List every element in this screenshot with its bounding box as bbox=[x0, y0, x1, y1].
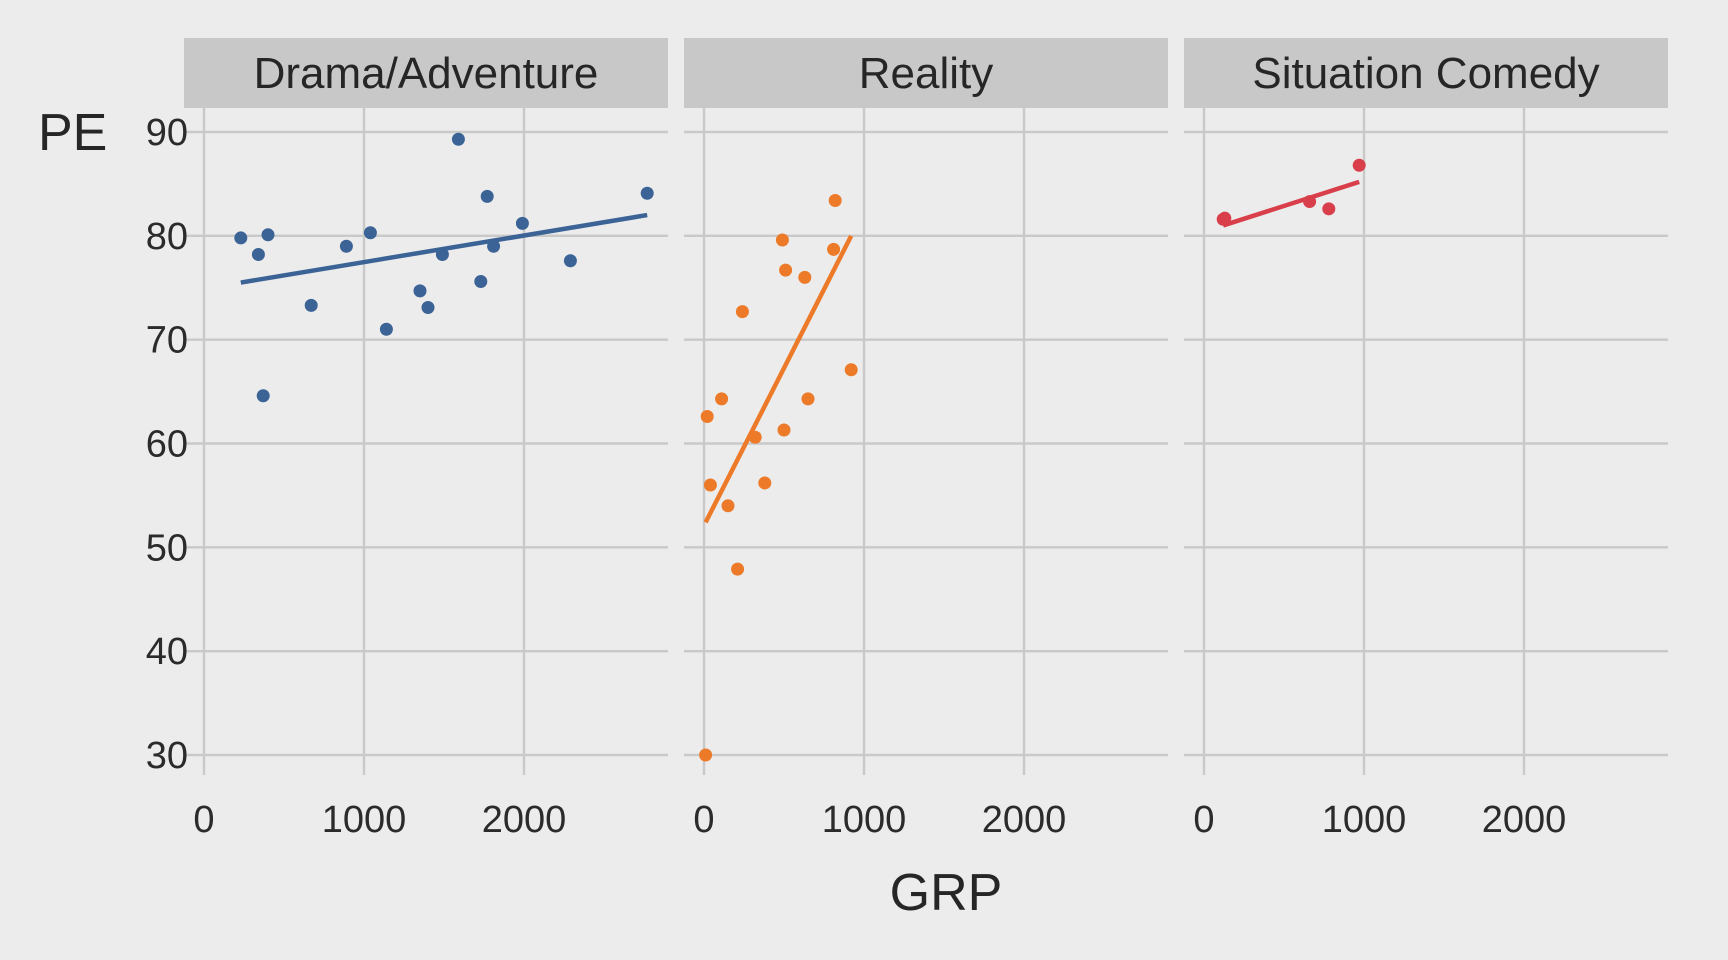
data-point-0-12 bbox=[474, 275, 488, 289]
x-axis-title: GRP bbox=[890, 864, 1003, 922]
facet-strip-1 bbox=[684, 38, 1168, 108]
data-point-0-10 bbox=[435, 248, 449, 262]
facet-strip-2 bbox=[1184, 38, 1668, 108]
facet-strip-0 bbox=[184, 38, 668, 108]
data-point-0-1 bbox=[251, 248, 265, 262]
data-point-1-9 bbox=[775, 233, 789, 247]
x-tick-label-2-1: 1000 bbox=[1322, 799, 1407, 841]
data-point-1-11 bbox=[779, 263, 793, 277]
data-point-0-9 bbox=[421, 300, 435, 314]
data-point-0-8 bbox=[413, 284, 427, 298]
data-point-2-1 bbox=[1218, 211, 1232, 225]
data-point-1-12 bbox=[798, 270, 812, 284]
x-tick-label-2-2: 2000 bbox=[1482, 799, 1567, 841]
data-point-1-5 bbox=[731, 562, 745, 576]
facet-strip-label-2: Situation Comedy bbox=[1252, 49, 1599, 98]
data-point-1-3 bbox=[715, 392, 729, 406]
x-tick-label-2-0: 0 bbox=[1193, 799, 1214, 841]
y-tick-label-2: 50 bbox=[146, 527, 188, 569]
data-point-1-0 bbox=[699, 748, 713, 762]
data-point-1-10 bbox=[777, 423, 791, 437]
data-point-0-6 bbox=[363, 226, 377, 240]
y-tick-label-4: 70 bbox=[146, 320, 188, 362]
y-tick-label-3: 60 bbox=[146, 424, 188, 466]
fit-line-2 bbox=[1222, 179, 1360, 228]
y-axis-title: PE bbox=[38, 104, 107, 162]
data-point-0-7 bbox=[379, 322, 393, 336]
facet-panel-1: Reality 0 1000 2000 bbox=[684, 38, 1168, 841]
data-point-1-14 bbox=[827, 242, 841, 256]
y-tick-label-1: 40 bbox=[146, 631, 188, 673]
data-point-0-3 bbox=[261, 228, 275, 242]
facet-strip-label-0: Drama/Adventure bbox=[254, 49, 599, 98]
data-point-0-11 bbox=[451, 132, 465, 146]
facet-panel-2: Situation Comedy 0 1000 2000 bbox=[1184, 38, 1668, 841]
data-point-0-0 bbox=[234, 231, 248, 245]
data-point-0-14 bbox=[487, 239, 501, 253]
fit-line-1 bbox=[703, 234, 854, 524]
x-tick-label-0-2: 2000 bbox=[482, 799, 567, 841]
data-point-1-2 bbox=[703, 478, 717, 492]
data-point-1-15 bbox=[828, 194, 842, 208]
data-point-2-4 bbox=[1352, 158, 1366, 172]
data-point-2-2 bbox=[1303, 195, 1317, 209]
x-tick-label-1-0: 0 bbox=[693, 799, 714, 841]
data-point-0-2 bbox=[256, 389, 270, 403]
y-tick-label-0: 30 bbox=[146, 735, 188, 777]
y-tick-label-6: 90 bbox=[146, 112, 188, 154]
data-point-0-17 bbox=[640, 186, 654, 200]
data-point-1-16 bbox=[844, 363, 858, 377]
x-tick-label-0-0: 0 bbox=[193, 799, 214, 841]
x-tick-label-1-1: 1000 bbox=[822, 799, 907, 841]
data-point-1-6 bbox=[735, 305, 749, 319]
facet-panel-0: Drama/Adventure 0 1000 2000 bbox=[184, 38, 668, 841]
data-point-0-13 bbox=[480, 189, 494, 203]
data-point-2-3 bbox=[1322, 202, 1336, 216]
data-point-0-4 bbox=[304, 298, 318, 312]
x-tick-label-1-2: 2000 bbox=[982, 799, 1067, 841]
data-point-0-15 bbox=[515, 216, 529, 230]
data-point-1-8 bbox=[758, 476, 772, 490]
data-point-1-4 bbox=[721, 499, 735, 513]
data-point-1-13 bbox=[801, 392, 815, 406]
data-point-1-1 bbox=[700, 410, 714, 424]
data-point-0-5 bbox=[339, 239, 353, 253]
facet-strip-label-1: Reality bbox=[859, 49, 994, 98]
x-tick-label-0-1: 1000 bbox=[322, 799, 407, 841]
y-tick-label-5: 80 bbox=[146, 216, 188, 258]
data-point-1-7 bbox=[748, 430, 762, 444]
data-point-0-16 bbox=[563, 254, 577, 268]
